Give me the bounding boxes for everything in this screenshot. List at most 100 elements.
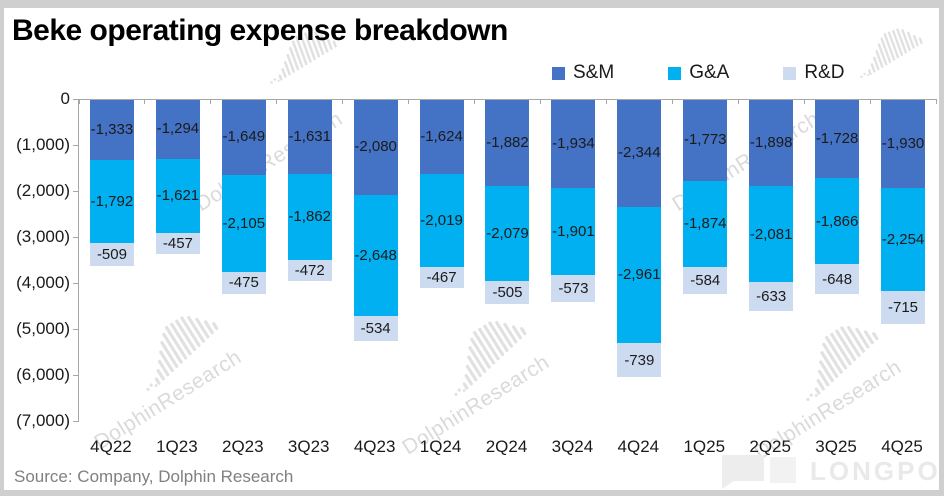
x-tick-label: 2Q25 [749, 437, 791, 456]
y-tick-label: (2,000) [16, 181, 70, 200]
y-axis-tick [73, 191, 79, 192]
bar-value-label: -1,333 [90, 121, 134, 139]
legend-swatch-icon [552, 66, 565, 80]
bar-value-label: -1,862 [288, 208, 331, 226]
bar-segment-sm: -2,344 [617, 99, 662, 207]
dolphin-logo-icon [848, 21, 931, 82]
bar-slot: -1,882 -2,079 -505 [475, 99, 541, 421]
bar-value-label: -2,079 [486, 224, 529, 242]
bar-segment-sm: -1,934 [551, 99, 596, 188]
bar-value-label: -472 [294, 262, 325, 280]
bar-value-label: -2,254 [881, 231, 925, 249]
x-axis-tick [276, 99, 278, 104]
bar-value-label: -1,773 [683, 131, 727, 149]
bar-segment-ga: -2,019 [419, 173, 464, 267]
bar-segment-sm: -1,728 [815, 99, 860, 179]
frame-edge [939, 0, 944, 496]
bar-value-label: -505 [492, 284, 523, 302]
chart-title: Beke operating expense breakdown [12, 14, 508, 47]
bar-value-label: -573 [558, 280, 589, 298]
bar-value-label: -2,961 [618, 266, 661, 284]
bar-value-label: -1,901 [552, 223, 595, 241]
bar-segment-sm: -1,333 [89, 99, 134, 161]
x-tick-label: 4Q24 [617, 437, 660, 456]
zero-axis-line [79, 99, 936, 100]
bar-value-label: -1,866 [815, 212, 859, 230]
bar-value-label: -633 [756, 288, 787, 306]
legend-item: S&M [552, 62, 614, 84]
y-tick-label: 0 [60, 89, 70, 108]
y-axis-tick [73, 237, 79, 238]
frame-edge [0, 490, 944, 496]
x-axis-tick [935, 99, 937, 104]
bar-slot: -1,631 -1,862 -472 [277, 99, 343, 421]
y-axis-tick [73, 329, 79, 330]
bar-value-label: -2,105 [222, 214, 266, 232]
legend-item: G&A [668, 62, 729, 84]
bar-value-label: -1,621 [156, 187, 200, 205]
bar-segment-sm: -1,294 [155, 99, 200, 159]
bar-segment-rd: -633 [749, 282, 794, 312]
longport-logo-icon [722, 455, 796, 489]
x-tick-label: 3Q24 [551, 437, 594, 456]
x-axis-tick [144, 99, 146, 104]
bar-segment-sm: -2,080 [353, 99, 398, 195]
bar-segment-ga: -1,866 [815, 178, 860, 265]
bar-segment-ga: -2,648 [353, 194, 398, 317]
bar-slot: -1,333 -1,792 -509 [79, 99, 145, 421]
bar-slot: -1,934 -1,901 -573 [540, 99, 606, 421]
bar-value-label: -2,344 [618, 144, 661, 162]
longport-brand-text: LONGPORT [810, 455, 944, 486]
bar-slot: -1,649 -2,105 -475 [211, 99, 277, 421]
bar-segment-ga: -2,105 [221, 174, 266, 272]
bar-value-label: -2,081 [749, 225, 793, 243]
bar-segment-rd: -505 [485, 281, 530, 305]
y-tick-label: (7,000) [16, 411, 70, 430]
bar-segment-sm: -1,930 [881, 99, 926, 188]
x-axis-tick [474, 99, 476, 104]
x-tick-label: 3Q23 [287, 437, 330, 456]
bar-value-label: -648 [822, 270, 853, 288]
y-axis-tick [73, 145, 79, 146]
bar-segment-rd: -472 [287, 259, 332, 282]
plot-area: -1,333 -1,792 -509 -1,294 -1,621 -457 -1,649 -2… [73, 99, 937, 422]
y-axis-labels: 0 (1,000) (2,000) (3,000) (4,000) (5,000) (6,0… [0, 89, 70, 430]
bar-value-label: -1,649 [222, 128, 266, 146]
bar-value-label: -584 [690, 271, 721, 289]
x-tick-label: 1Q24 [419, 437, 462, 456]
bar-value-label: -1,882 [486, 133, 529, 151]
bar-segment-rd: -584 [683, 266, 728, 294]
bar-segment-rd: -534 [353, 316, 398, 342]
dolphin-watermark [848, 21, 932, 83]
longport-watermark: LONGPORT [718, 451, 944, 491]
bar-slot: -1,294 -1,621 -457 [145, 99, 211, 421]
x-tick-label: 4Q22 [90, 437, 132, 456]
bar-value-label: -1,624 [420, 127, 463, 145]
bar-value-label: -457 [162, 235, 193, 253]
bar-segment-rd: -467 [419, 266, 464, 289]
bar-value-label: -509 [96, 245, 127, 263]
bar-value-label: -739 [624, 351, 655, 369]
y-tick-label: (1,000) [16, 135, 70, 154]
bar-segment-rd: -457 [155, 233, 200, 255]
bar-segment-ga: -2,254 [881, 187, 926, 292]
bar-value-label: -1,792 [90, 193, 134, 211]
legend-swatch-icon [668, 66, 682, 80]
bar-segment-ga: -1,621 [155, 158, 200, 234]
bar-segment-ga: -1,901 [551, 187, 596, 276]
bar-segment-rd: -648 [815, 264, 860, 295]
x-axis-tick [605, 99, 607, 104]
bar-value-label: -1,728 [815, 130, 859, 148]
y-tick-label: (5,000) [16, 319, 70, 338]
bar-slot: -1,728 -1,866 -648 [804, 99, 870, 421]
bar-segment-sm: -1,624 [419, 99, 464, 174]
bar-segment-rd: -739 [617, 343, 662, 377]
bar-slot: -1,773 -1,874 -584 [672, 99, 738, 421]
legend: S&M G&A R&D [552, 62, 844, 84]
x-axis-tick [342, 99, 344, 104]
bar-segment-sm: -1,773 [683, 99, 728, 181]
bar-value-label: -2,019 [420, 211, 463, 229]
bar-value-label: -1,874 [683, 215, 727, 233]
bar-segment-sm: -1,882 [485, 99, 530, 186]
bar-segment-sm: -1,898 [749, 99, 794, 187]
